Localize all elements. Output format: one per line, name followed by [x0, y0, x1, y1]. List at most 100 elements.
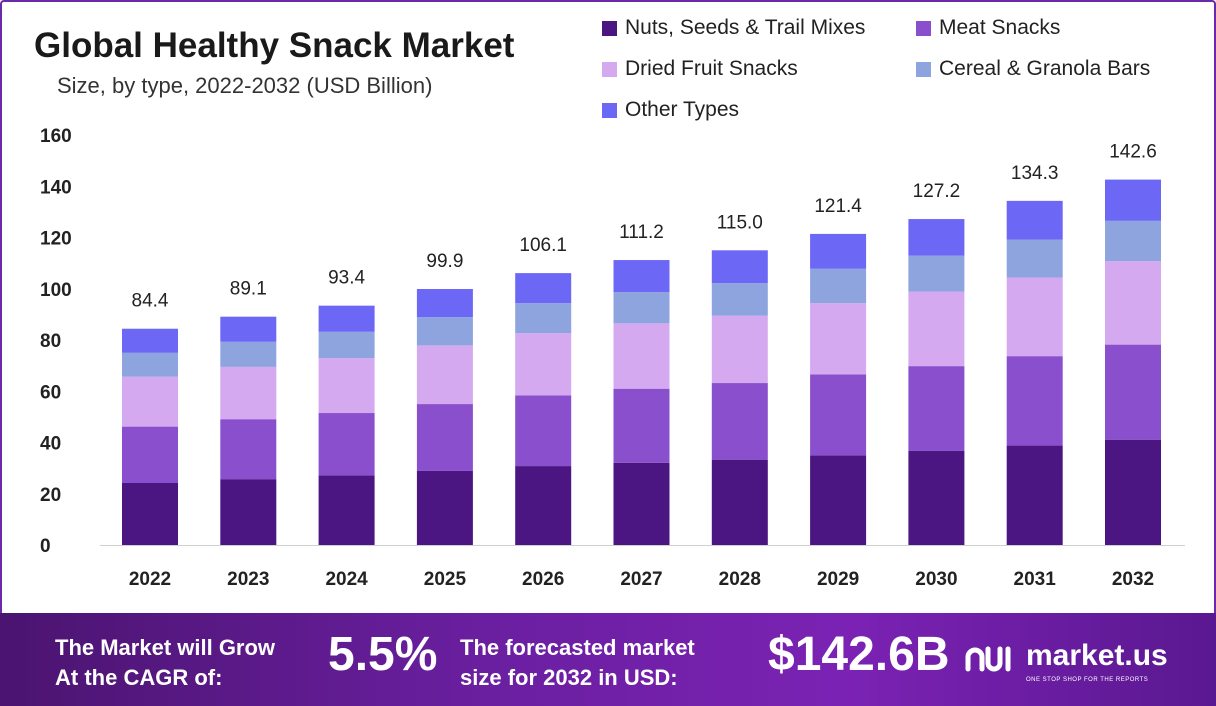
bar-segment-2030-series-4	[908, 219, 965, 256]
bar-total-label: 111.2	[619, 222, 664, 243]
bar-segment-2025-series-1	[416, 404, 473, 471]
brand-name: market.us	[1026, 639, 1168, 672]
bar-segment-2026-series-0	[515, 466, 572, 545]
x-tick-label: 2026	[522, 569, 564, 590]
bar-total-label: 99.9	[426, 251, 463, 272]
bar-total-label: 89.1	[230, 279, 267, 300]
y-tick-label: 80	[40, 331, 61, 352]
x-tick-label: 2030	[915, 569, 957, 590]
cagr-label-line1: The Market will Grow	[55, 635, 276, 660]
bar-segment-2024-series-4	[318, 305, 375, 332]
y-tick-label: 60	[40, 382, 61, 403]
legend-label: Meat Snacks	[939, 16, 1061, 39]
y-tick-label: 20	[40, 485, 61, 506]
bar-segment-2022-series-1	[122, 426, 178, 483]
bar-segment-2028-series-1	[711, 383, 768, 460]
market-us-logo-icon	[965, 646, 1011, 672]
bar-segment-2027-series-3	[613, 292, 670, 324]
bar-segment-2027-series-0	[613, 462, 670, 545]
bar-segment-2024-series-1	[318, 413, 375, 476]
market-size-label-line2: size for 2032 in USD:	[460, 665, 678, 690]
bar-segment-2031-series-0	[1006, 445, 1063, 545]
bar-total-label: 84.4	[132, 291, 169, 312]
bar-total-label: 115.0	[717, 212, 763, 233]
cagr-value: 5.5%	[328, 628, 438, 681]
bar-segment-2030-series-3	[908, 255, 965, 292]
market-size-value: $142.6B	[768, 628, 950, 681]
bar-segment-2032-series-3	[1105, 220, 1161, 262]
legend-label: Dried Fruit Snacks	[625, 57, 798, 80]
legend-swatch	[602, 102, 617, 118]
x-tick-label: 2024	[325, 569, 368, 590]
bar-segment-2031-series-1	[1006, 356, 1063, 446]
bar-total-label: 134.3	[1011, 163, 1059, 184]
bar-segment-2032-series-4	[1105, 179, 1161, 221]
bar-segment-2031-series-2	[1006, 277, 1063, 357]
bar-segment-2030-series-2	[908, 291, 965, 367]
bar-segment-2029-series-2	[810, 303, 867, 375]
bar-segment-2029-series-1	[810, 374, 867, 456]
summary-banner: The Market will Grow At the CAGR of: 5.5…	[0, 613, 1216, 706]
cagr-label: The Market will Grow At the CAGR of:	[55, 633, 275, 693]
y-tick-label: 100	[40, 280, 72, 301]
bar-segment-2023-series-0	[220, 479, 277, 545]
x-tick-label: 2023	[227, 569, 269, 590]
bar-segment-2023-series-1	[220, 419, 277, 480]
bar-segment-2029-series-0	[810, 455, 867, 545]
legend-label: Other Types	[625, 98, 740, 121]
bar-segment-2032-series-0	[1105, 439, 1161, 545]
legend-item-cereal: Cereal & Granola Bars	[916, 57, 1150, 81]
bar-segment-2031-series-4	[1006, 200, 1063, 240]
legend-label: Nuts, Seeds & Trail Mixes	[625, 16, 866, 39]
bar-total-label: 121.4	[814, 196, 862, 217]
bar-segment-2024-series-3	[318, 331, 375, 359]
legend-label: Cereal & Granola Bars	[939, 57, 1151, 80]
legend-swatch	[602, 20, 617, 36]
x-tick-label: 2032	[1112, 569, 1154, 590]
bar-segment-2029-series-3	[810, 268, 867, 304]
bar-segment-2032-series-2	[1105, 261, 1161, 345]
market-size-label: The forecasted market size for 2032 in U…	[460, 633, 695, 693]
bar-segment-2026-series-3	[515, 303, 572, 334]
bar-segment-2025-series-4	[416, 289, 473, 318]
legend-swatch	[916, 61, 931, 77]
y-tick-label: 120	[40, 229, 72, 250]
x-tick-label: 2027	[620, 569, 662, 590]
bar-segment-2027-series-2	[613, 323, 670, 389]
brand-tagline: ONE STOP SHOP FOR THE REPORTS	[1026, 677, 1149, 683]
bar-segment-2028-series-0	[711, 459, 768, 545]
bar-segment-2028-series-3	[711, 283, 768, 316]
bar-segment-2022-series-0	[122, 482, 178, 545]
legend-swatch	[602, 61, 617, 77]
bar-segment-2022-series-3	[122, 352, 178, 377]
y-tick-label: 40	[40, 434, 61, 455]
x-tick-label: 2031	[1014, 569, 1057, 590]
y-tick-label: 140	[40, 177, 72, 198]
bar-segment-2030-series-0	[908, 450, 965, 545]
bar-segment-2024-series-2	[318, 358, 375, 414]
legend-swatch	[916, 20, 931, 36]
legend-item-meat: Meat Snacks	[916, 16, 1060, 40]
legend-item-nuts: Nuts, Seeds & Trail Mixes	[602, 16, 865, 40]
bar-segment-2023-series-2	[220, 366, 277, 420]
bar-segment-2026-series-1	[515, 395, 572, 467]
bar-segment-2027-series-1	[613, 388, 670, 463]
bar-segment-2025-series-2	[416, 345, 473, 405]
bar-segment-2025-series-3	[416, 317, 473, 346]
bar-segment-2024-series-0	[318, 475, 375, 545]
bar-total-label: 127.2	[913, 181, 961, 202]
bar-segment-2028-series-4	[711, 250, 768, 284]
x-tick-label: 2022	[129, 569, 171, 590]
bar-total-label: 106.1	[519, 235, 567, 256]
bar-segment-2022-series-4	[122, 328, 178, 353]
chart-subtitle: Size, by type, 2022-2032 (USD Billion)	[57, 73, 433, 98]
bar-segment-2030-series-1	[908, 366, 965, 451]
bar-total-label: 93.4	[328, 268, 365, 289]
bar-total-label: 142.6	[1109, 142, 1157, 163]
x-tick-label: 2029	[817, 569, 859, 590]
cagr-label-line2: At the CAGR of:	[55, 665, 223, 690]
bar-segment-2026-series-4	[515, 273, 572, 304]
bar-segment-2027-series-4	[613, 260, 670, 293]
stacked-bar-chart: 0 20 40 60 80 100 120 140 160 84.4 2022 89.1 2023 93.…	[40, 126, 1185, 590]
bar-segment-2023-series-3	[220, 341, 277, 367]
